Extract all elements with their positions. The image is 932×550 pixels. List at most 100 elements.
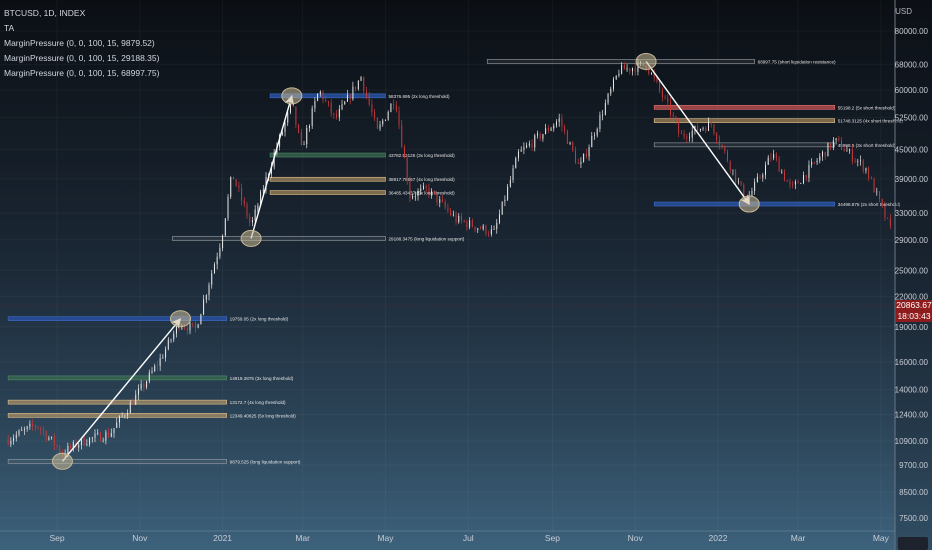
candle-up [21,430,23,431]
candle-down [889,218,891,227]
candle-down [409,180,411,198]
y-tick-label: 68000.00 [895,60,929,69]
candle-up [113,428,115,434]
candle-up [536,133,538,136]
candle-down [300,132,302,145]
candle-down [572,142,574,151]
candle-up [558,118,560,122]
level-band [653,142,836,148]
candle-down [727,151,729,162]
indicator-margin-pressure-2[interactable]: MarginPressure (0, 0, 100, 15, 29188.35) [4,53,160,63]
candle-up [528,143,530,146]
candle-up [387,112,389,120]
symbol-title[interactable]: BTCUSD, 1D, INDEX [4,8,86,18]
candle-down [778,158,780,172]
candle-up [493,229,495,230]
candle-up [420,188,422,191]
candle-down [471,220,473,227]
level-band [7,316,227,322]
candle-up [846,150,848,152]
candle-down [672,114,674,117]
candle-up [213,264,215,274]
candle-up [317,93,319,102]
candle-up [265,176,267,190]
candle-up [167,339,169,350]
candle-down [406,158,408,181]
candle-down [463,220,465,222]
candle-up [781,171,783,173]
candle-up [129,402,131,414]
candle-down [862,160,864,171]
candle-up [165,349,167,358]
candle-up [849,149,851,151]
candle-up [637,62,639,72]
candle-down [841,140,843,150]
candle-up [865,168,867,171]
indicator-margin-pressure-3[interactable]: MarginPressure (0, 0, 100, 15, 68997.75) [4,68,160,78]
candle-down [770,157,772,159]
level-label: 43782.52125 (3x long threshold) [388,153,455,158]
price-axis-panel [895,0,932,550]
candle-down [401,124,403,147]
indicator-legend: BTCUSD, 1D, INDEX TA MarginPressure (0, … [4,6,159,81]
candle-down [45,431,47,440]
candle-down [395,105,397,111]
candle-down [34,426,36,427]
axis-settings-button[interactable] [898,537,928,550]
indicator-ta[interactable]: TA [4,23,15,33]
candle-down [564,126,566,132]
candle-up [148,372,150,382]
candle-down [830,143,832,148]
candle-up [102,440,104,442]
candle-up [737,181,739,183]
candle-up [303,144,305,146]
candle-up [151,371,153,373]
level-label: 45998.5 (3x short threshold) [838,143,896,148]
candle-up [118,416,120,423]
candle-down [298,124,300,133]
level-band [269,190,386,195]
candle-down [53,436,55,446]
candle-up [170,339,172,341]
x-tick-label: Sep [49,533,64,543]
candle-down [428,187,430,195]
candle-up [200,314,202,325]
candle-down [623,64,625,70]
candle-up [97,432,99,434]
candle-up [154,365,156,372]
candle-down [824,151,826,157]
candle-down [721,144,723,147]
candle-up [412,196,414,198]
candle-up [189,322,191,331]
candle-down [42,429,44,432]
candle-up [15,434,17,439]
candle-down [56,445,58,447]
candle-up [260,191,262,206]
candle-down [194,323,196,328]
candle-down [241,188,243,201]
candle-down [447,207,449,211]
candle-down [805,175,807,178]
candle-up [29,423,31,427]
candle-up [501,201,503,215]
candle-up [431,190,433,195]
candle-up [631,68,633,72]
candle-down [669,101,671,115]
candle-down [675,116,677,122]
candle-up [127,413,129,416]
candle-down [661,90,663,98]
candle-down [376,117,378,129]
candle-down [585,153,587,157]
candle-up [876,191,878,193]
candle-up [822,151,824,157]
candle-down [648,68,650,74]
candle-up [550,128,552,131]
candle-up [382,120,384,125]
indicator-margin-pressure-1[interactable]: MarginPressure (0, 0, 100, 15, 9879.52) [4,38,155,48]
candle-down [330,103,332,114]
candle-down [479,228,481,230]
level-band [7,459,227,464]
candle-up [289,104,291,113]
candle-up [414,196,416,197]
